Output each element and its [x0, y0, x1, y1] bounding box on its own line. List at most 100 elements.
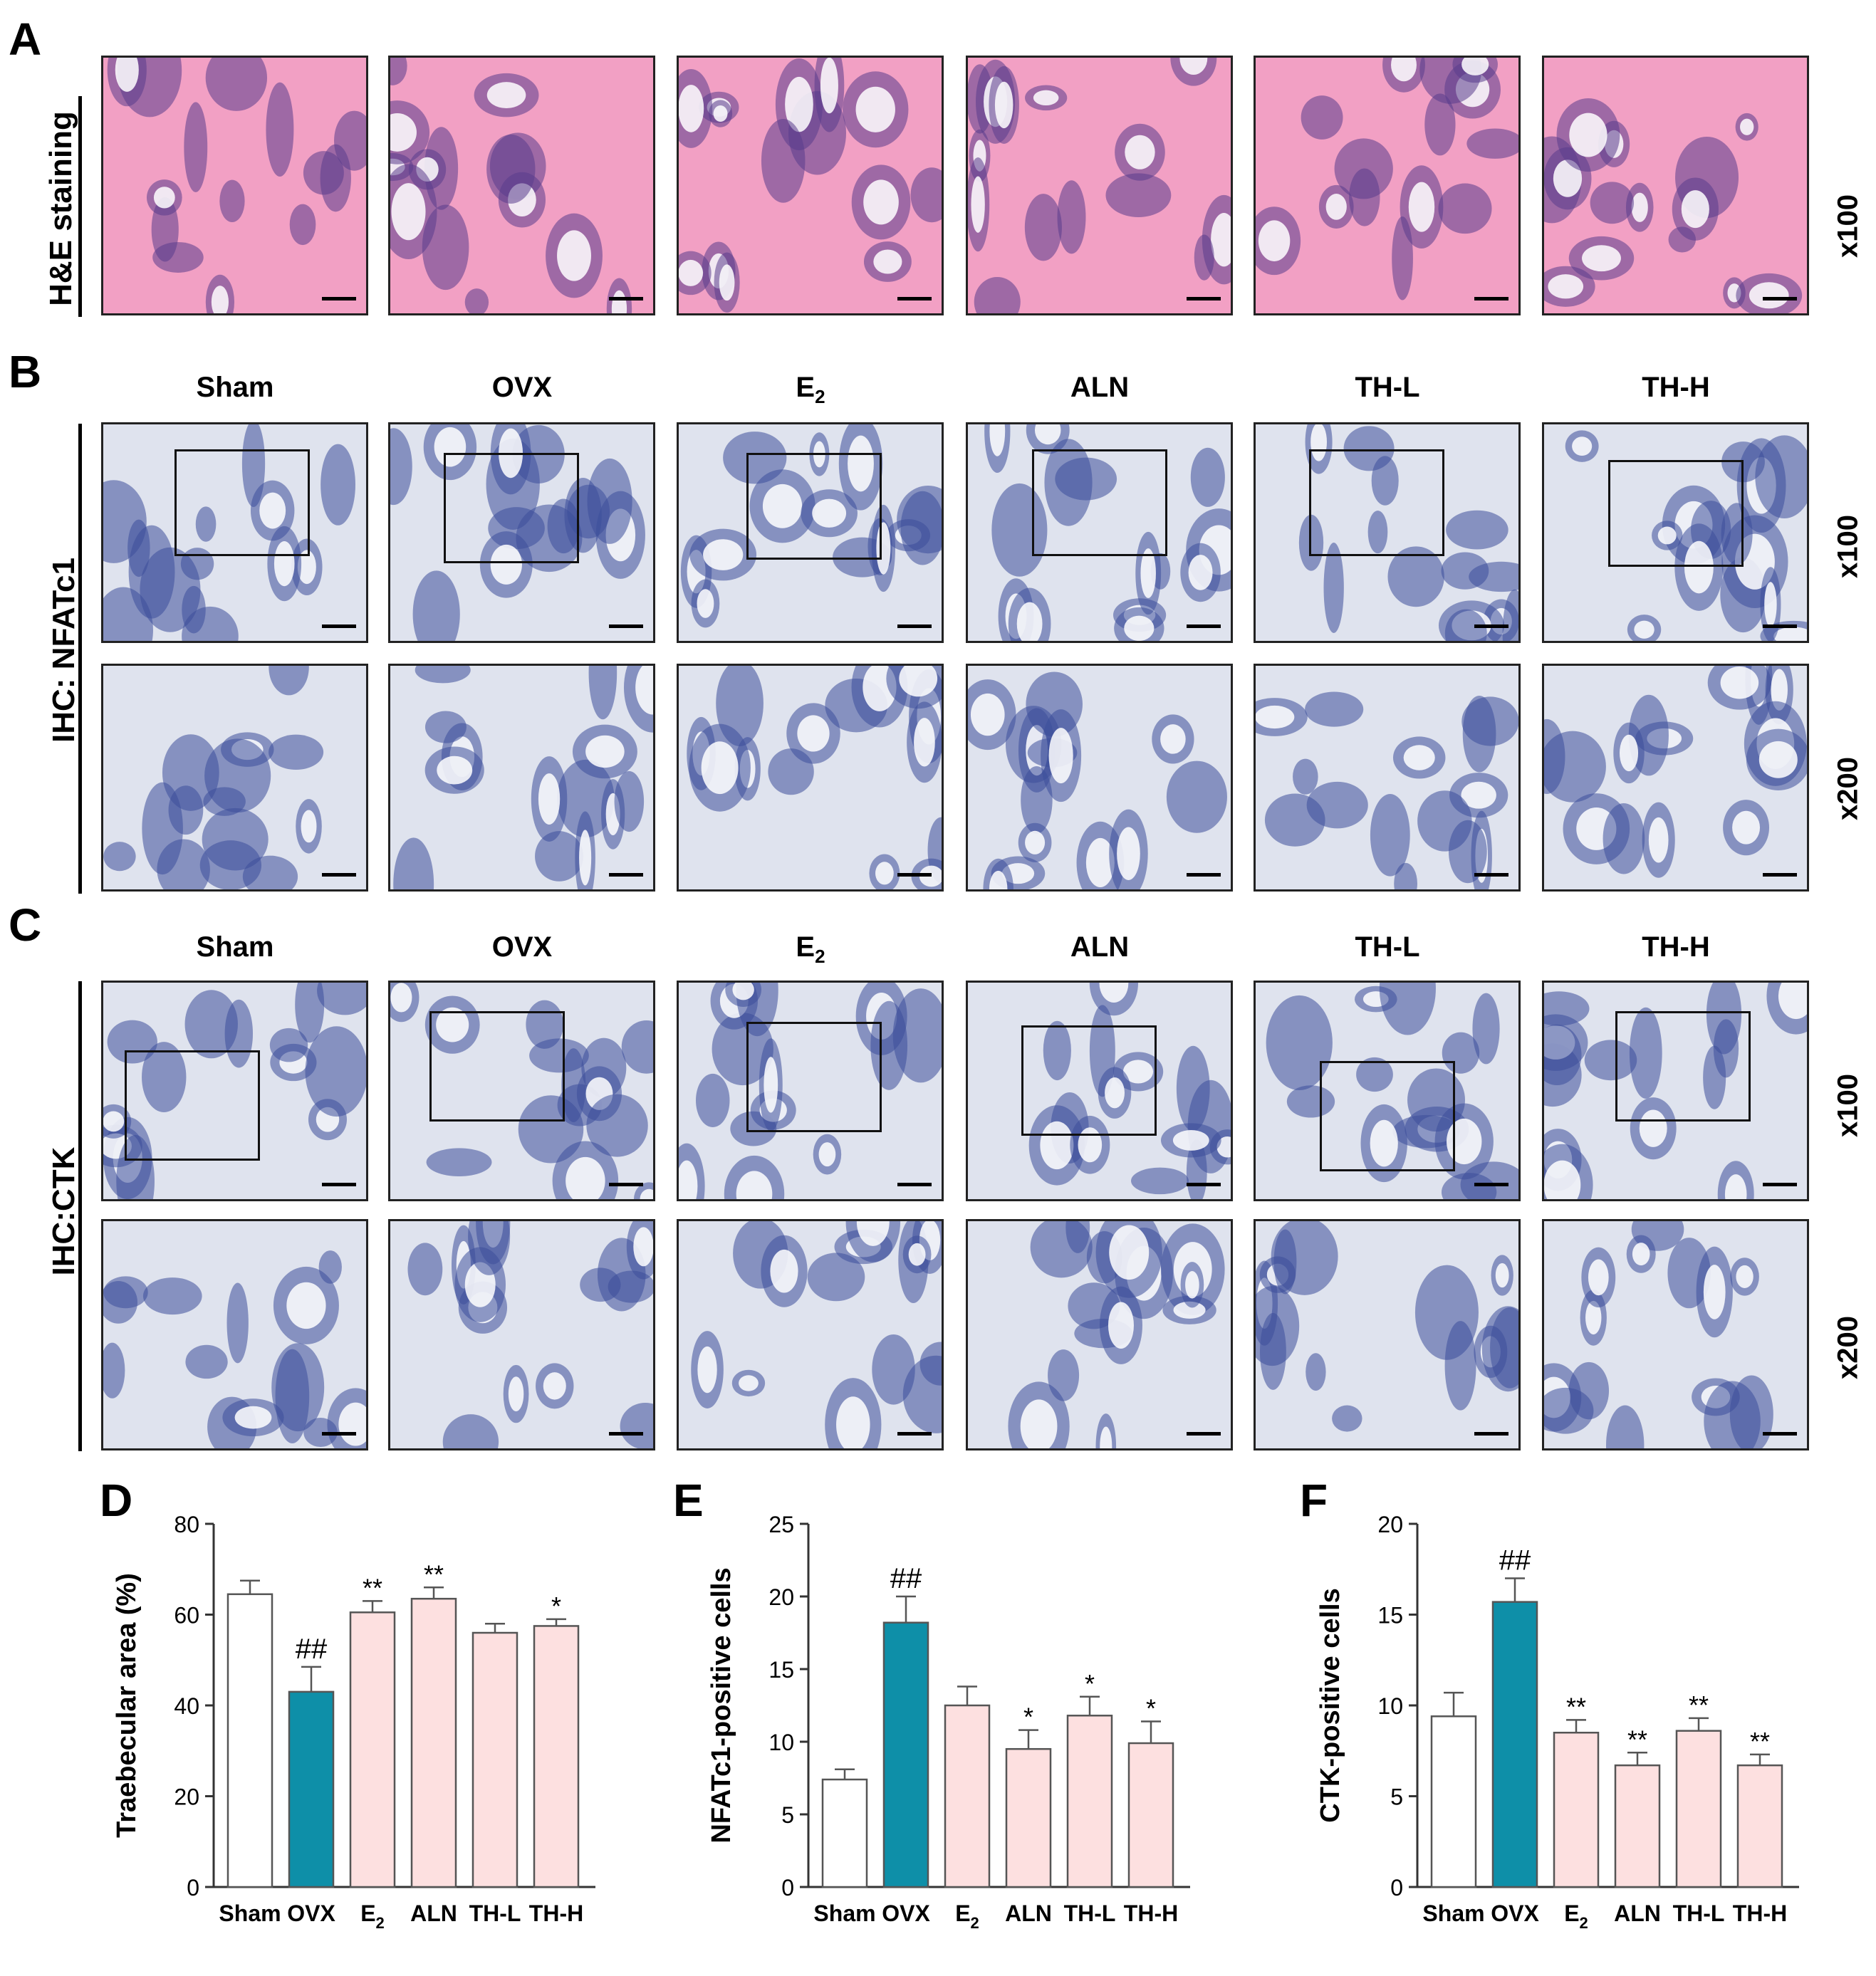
micrograph-ctk-200-th-l	[1254, 1219, 1521, 1450]
bar-e2	[1553, 1732, 1600, 1888]
significance-marker: ##	[296, 1633, 328, 1665]
significance-marker: ##	[1499, 1545, 1531, 1577]
row-label-nfatc1: IHC: NFATc1	[46, 558, 81, 743]
x-tick-label-th-l: TH-L	[1673, 1901, 1725, 1926]
panel-letter-b: B	[9, 346, 42, 397]
zoom-inset-box	[125, 1050, 260, 1161]
micrograph-ctk-100-ovx	[388, 981, 655, 1201]
mag-label-b-200: x200	[1832, 757, 1864, 820]
mag-label-c-100: x100	[1832, 1074, 1864, 1137]
micrograph-nfatc1-100-th-l	[1254, 422, 1521, 643]
micrograph-ctk-100-aln	[966, 981, 1233, 1201]
scale-bar	[609, 297, 643, 300]
bar-sham	[821, 1778, 868, 1888]
x-tick-label-aln: ALN	[1005, 1901, 1052, 1926]
mag-label-c-200: x200	[1832, 1316, 1864, 1379]
micrograph-nfatc1-200-aln	[966, 664, 1233, 892]
significance-marker: **	[1750, 1727, 1770, 1756]
scale-bar	[1187, 297, 1221, 300]
scale-bar	[897, 297, 932, 300]
y-tick-label: 40	[174, 1693, 199, 1719]
scale-bar	[1763, 624, 1797, 628]
zoom-inset-box	[429, 1011, 565, 1122]
zoom-inset-box	[444, 453, 579, 563]
scale-bar	[1474, 624, 1508, 628]
bar-th-l	[1675, 1730, 1722, 1888]
column-label-nfatc1-aln: ALN	[1070, 372, 1130, 403]
column-label-ctk-aln: ALN	[1070, 931, 1130, 963]
scale-bar	[1187, 624, 1221, 628]
y-tick-label: 0	[1390, 1875, 1403, 1901]
row-label-he: H&E staining	[43, 111, 78, 306]
scale-bar	[1763, 1432, 1797, 1436]
row-label-ctk: IHC:CTK	[46, 1146, 81, 1276]
x-tick-label-th-h: TH-H	[529, 1901, 583, 1926]
micrograph-nfatc1-200-th-l	[1254, 664, 1521, 892]
zoom-inset-box	[1608, 460, 1744, 567]
scale-bar	[322, 1432, 356, 1436]
row-bar-he	[78, 96, 82, 317]
x-tick-label-ovx: OVX	[1491, 1901, 1539, 1926]
x-tick-label-th-l: TH-L	[469, 1901, 521, 1926]
micrograph-nfatc1-100-ovx	[388, 422, 655, 643]
scale-bar	[1763, 873, 1797, 877]
significance-marker: **	[1566, 1692, 1586, 1721]
micrograph-he-th-l	[1254, 56, 1521, 315]
scale-bar	[609, 624, 643, 628]
y-tick-label: 15	[1377, 1603, 1403, 1629]
significance-marker: ##	[890, 1563, 922, 1594]
mag-label-a: x100	[1832, 194, 1864, 258]
column-label-ctk-sham: Sham	[196, 931, 274, 963]
micrograph-he-e	[677, 56, 944, 315]
y-axis-label: Traebecular area (%)	[112, 1573, 142, 1838]
y-tick-label: 0	[781, 1875, 794, 1901]
micrograph-nfatc1-200-th-h	[1542, 664, 1809, 892]
micrograph-ctk-200-e	[677, 1219, 944, 1450]
micrograph-he-aln	[966, 56, 1233, 315]
zoom-inset-box	[1615, 1011, 1751, 1122]
significance-marker: *	[1085, 1669, 1095, 1698]
column-label-nfatc1-e: E2	[796, 372, 825, 407]
x-tick-label-ovx: OVX	[287, 1901, 335, 1926]
micrograph-ctk-100-th-l	[1254, 981, 1521, 1201]
x-tick-label-e2: E2	[1564, 1901, 1588, 1932]
bar-e2	[944, 1704, 991, 1888]
scale-bar	[1474, 1183, 1508, 1186]
significance-marker: **	[363, 1573, 382, 1602]
scale-bar	[1474, 873, 1508, 877]
panel-letter-a: A	[9, 14, 42, 65]
micrograph-ctk-100-e	[677, 981, 944, 1201]
x-tick-label-e2: E2	[360, 1901, 385, 1932]
micrograph-ctk-200-aln	[966, 1219, 1233, 1450]
scale-bar	[897, 873, 932, 877]
x-tick-label-sham: Sham	[219, 1901, 281, 1926]
scale-bar	[322, 1183, 356, 1186]
bar-ovx	[1491, 1601, 1538, 1888]
panel-letter-f: F	[1300, 1475, 1328, 1526]
zoom-inset-box	[1021, 1025, 1157, 1136]
x-tick-label-th-h: TH-H	[1124, 1901, 1178, 1926]
scale-bar	[1187, 1183, 1221, 1186]
micrograph-he-sham	[101, 56, 368, 315]
scale-bar	[322, 624, 356, 628]
bar-th-l	[471, 1631, 518, 1888]
y-axis-label: CTK-positive cells	[1315, 1588, 1345, 1822]
bar-th-l	[1066, 1715, 1113, 1888]
x-tick-label-aln: ALN	[410, 1901, 457, 1926]
x-tick-label-e2: E2	[955, 1901, 979, 1932]
micrograph-he-ovx	[388, 56, 655, 315]
y-tick-label: 25	[768, 1512, 794, 1537]
micrograph-ctk-100-sham	[101, 981, 368, 1201]
scale-bar	[897, 1432, 932, 1436]
scale-bar	[1474, 1432, 1508, 1436]
scale-bar	[609, 1183, 643, 1186]
column-label-ctk-e: E2	[796, 931, 825, 967]
y-tick-label: 5	[781, 1802, 794, 1828]
panel-letter-e: E	[673, 1475, 704, 1526]
micrograph-nfatc1-100-th-h	[1542, 422, 1809, 643]
y-tick-label: 80	[174, 1512, 199, 1537]
column-label-ctk-ovx: OVX	[491, 931, 553, 963]
micrograph-ctk-200-th-h	[1542, 1219, 1809, 1450]
micrograph-nfatc1-100-sham	[101, 422, 368, 643]
column-label-nfatc1-ovx: OVX	[491, 372, 553, 403]
